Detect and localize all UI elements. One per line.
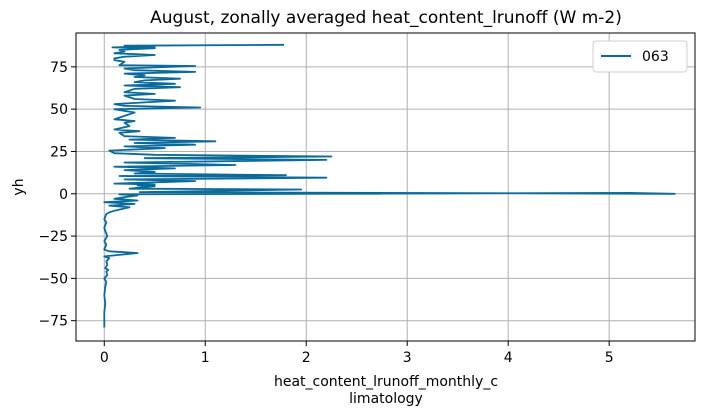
legend-label: 063 <box>642 49 669 65</box>
x-axis-label-line-1: heat_content_lrunoff_monthly_c <box>274 374 498 390</box>
y-tick-label: −50 <box>38 271 68 287</box>
legend-box <box>592 40 688 73</box>
y-tick-label: 0 <box>59 187 68 203</box>
x-axis-label-line-2: limatology <box>349 391 423 407</box>
x-tick-label: 2 <box>302 350 311 366</box>
y-tick-label: −75 <box>38 314 68 330</box>
x-axis: 0 1 2 3 4 5 <box>100 341 614 366</box>
y-tick-label: −25 <box>38 229 68 245</box>
y-axis: −75 −50 −25 0 25 50 75 <box>38 60 76 330</box>
x-tick-label: 4 <box>504 350 513 366</box>
chart-title: August, zonally averaged heat_content_lr… <box>150 8 622 28</box>
y-tick-label: 25 <box>50 144 68 160</box>
series-line-063 <box>103 43 676 328</box>
legend: 063 <box>592 40 688 73</box>
y-tick-label: 75 <box>50 60 68 76</box>
y-tick-label: 50 <box>50 102 68 118</box>
x-tick-label: 3 <box>403 350 412 366</box>
y-axis-label: yh <box>11 178 27 195</box>
series-group <box>103 43 676 328</box>
x-tick-label: 0 <box>100 350 109 366</box>
plot-frame <box>75 32 696 342</box>
x-tick-label: 5 <box>605 350 614 366</box>
x-tick-label: 1 <box>201 350 210 366</box>
